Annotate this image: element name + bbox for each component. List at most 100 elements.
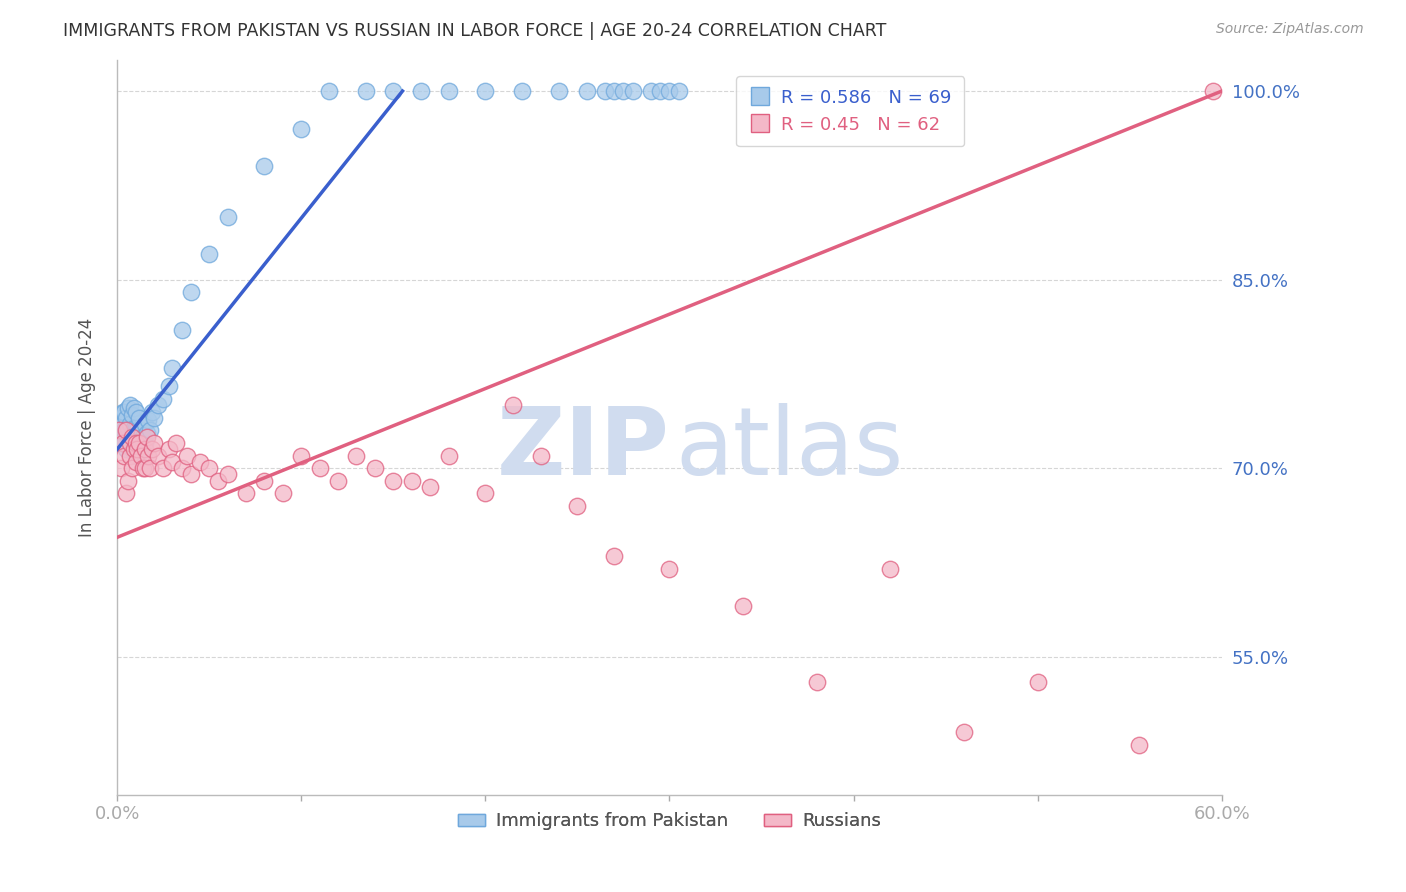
Point bbox=[138, 449, 160, 463]
Point bbox=[118, 398, 141, 412]
Point bbox=[290, 121, 312, 136]
Point bbox=[142, 411, 165, 425]
Point bbox=[401, 474, 423, 488]
Point bbox=[122, 421, 145, 435]
Point bbox=[139, 461, 162, 475]
Point bbox=[409, 84, 432, 98]
Point bbox=[308, 461, 330, 475]
Point bbox=[658, 562, 681, 576]
Point bbox=[253, 160, 276, 174]
Point bbox=[110, 424, 132, 438]
Point bbox=[318, 84, 340, 98]
Point bbox=[188, 455, 211, 469]
Text: ZIP: ZIP bbox=[496, 403, 669, 495]
Point bbox=[124, 436, 146, 450]
Point bbox=[165, 436, 187, 450]
Point bbox=[650, 84, 672, 98]
Point bbox=[593, 84, 616, 98]
Point bbox=[138, 413, 160, 427]
Point bbox=[121, 425, 143, 440]
Point bbox=[124, 404, 146, 418]
Point bbox=[129, 449, 152, 463]
Point bbox=[114, 449, 136, 463]
Text: IMMIGRANTS FROM PAKISTAN VS RUSSIAN IN LABOR FORCE | AGE 20-24 CORRELATION CHART: IMMIGRANTS FROM PAKISTAN VS RUSSIAN IN L… bbox=[63, 22, 887, 40]
Point bbox=[548, 84, 571, 98]
Point bbox=[121, 430, 143, 444]
Point bbox=[134, 461, 156, 475]
Point bbox=[134, 442, 156, 457]
Point bbox=[235, 486, 257, 500]
Point bbox=[354, 84, 377, 98]
Point bbox=[437, 84, 460, 98]
Point bbox=[115, 486, 138, 500]
Text: Source: ZipAtlas.com: Source: ZipAtlas.com bbox=[1216, 22, 1364, 37]
Point bbox=[146, 449, 169, 463]
Point bbox=[114, 436, 136, 450]
Point bbox=[217, 210, 239, 224]
Point bbox=[806, 674, 828, 689]
Point bbox=[953, 725, 976, 739]
Point bbox=[207, 474, 229, 488]
Point bbox=[1026, 674, 1049, 689]
Point bbox=[122, 439, 145, 453]
Point bbox=[124, 436, 146, 450]
Point bbox=[1128, 738, 1150, 752]
Point bbox=[108, 424, 131, 438]
Point bbox=[132, 430, 155, 444]
Point bbox=[176, 449, 198, 463]
Point bbox=[658, 84, 681, 98]
Point bbox=[118, 417, 141, 432]
Point bbox=[117, 401, 139, 415]
Point bbox=[122, 401, 145, 415]
Point bbox=[346, 449, 368, 463]
Point bbox=[118, 436, 141, 450]
Point bbox=[115, 442, 138, 457]
Point bbox=[118, 436, 141, 450]
Point bbox=[115, 425, 138, 440]
Point bbox=[108, 436, 131, 450]
Point bbox=[115, 424, 138, 438]
Point bbox=[124, 449, 146, 463]
Point bbox=[134, 417, 156, 432]
Point bbox=[111, 417, 134, 432]
Point bbox=[132, 461, 155, 475]
Point bbox=[111, 430, 134, 444]
Point bbox=[879, 562, 901, 576]
Point bbox=[128, 436, 150, 450]
Y-axis label: In Labor Force | Age 20-24: In Labor Force | Age 20-24 bbox=[79, 318, 96, 537]
Point bbox=[567, 499, 589, 513]
Point bbox=[157, 379, 180, 393]
Point bbox=[152, 461, 174, 475]
Point bbox=[290, 449, 312, 463]
Point bbox=[110, 461, 132, 475]
Point bbox=[111, 436, 134, 450]
Point bbox=[1202, 84, 1225, 98]
Point bbox=[474, 84, 496, 98]
Point bbox=[121, 461, 143, 475]
Point bbox=[124, 455, 146, 469]
Point bbox=[162, 455, 184, 469]
Point bbox=[621, 84, 644, 98]
Point bbox=[157, 442, 180, 457]
Point bbox=[135, 425, 157, 440]
Point bbox=[271, 486, 294, 500]
Legend: Immigrants from Pakistan, Russians: Immigrants from Pakistan, Russians bbox=[451, 805, 889, 838]
Point bbox=[162, 360, 184, 375]
Point bbox=[146, 398, 169, 412]
Point bbox=[640, 84, 662, 98]
Point bbox=[141, 404, 163, 418]
Point bbox=[128, 411, 150, 425]
Point bbox=[170, 461, 193, 475]
Point bbox=[110, 411, 132, 425]
Point bbox=[121, 409, 143, 423]
Point bbox=[437, 449, 460, 463]
Point bbox=[419, 480, 441, 494]
Point bbox=[152, 392, 174, 406]
Point bbox=[141, 442, 163, 457]
Point bbox=[612, 84, 634, 98]
Point bbox=[603, 84, 626, 98]
Point bbox=[198, 461, 221, 475]
Point bbox=[127, 424, 149, 438]
Point bbox=[135, 430, 157, 444]
Point bbox=[134, 436, 156, 450]
